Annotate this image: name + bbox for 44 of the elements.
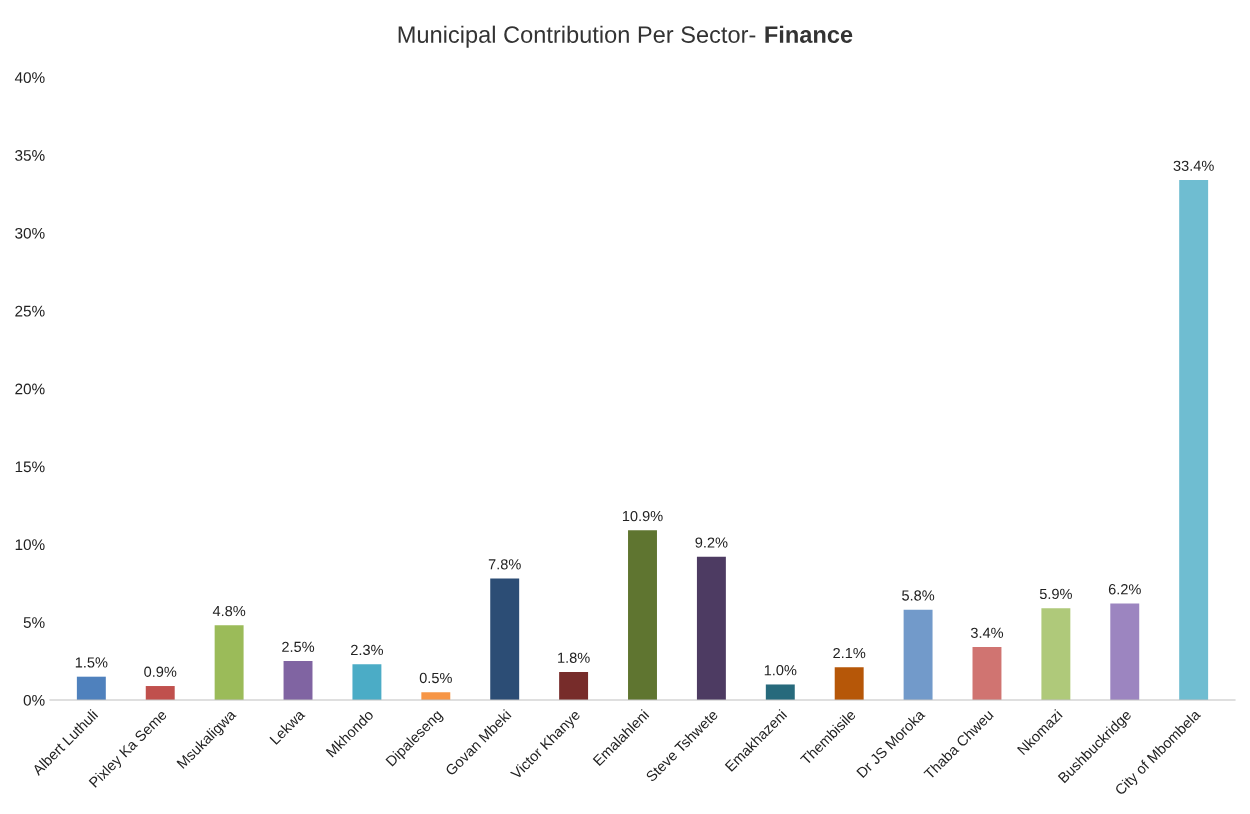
data-label: 5.8% (902, 590, 935, 601)
data-label: 1.8% (558, 652, 590, 663)
bar (421, 692, 451, 701)
bar (903, 609, 933, 701)
bar (1179, 180, 1209, 701)
data-label: 1.0% (764, 665, 797, 676)
data-label: 2.5% (282, 641, 315, 653)
data-label: 2.1% (833, 647, 866, 659)
y-tick-label: 15% (15, 461, 45, 473)
bar (76, 676, 106, 701)
bar (1041, 608, 1071, 701)
data-label: 1.5% (75, 657, 108, 668)
y-tick-label: 0% (23, 694, 45, 706)
bar (490, 578, 520, 701)
bar (696, 556, 726, 701)
data-label: 7.8% (488, 559, 521, 570)
bar (628, 530, 657, 701)
data-label: 10.9% (622, 510, 663, 522)
bar (972, 647, 1002, 701)
y-tick-label: 10% (15, 539, 45, 551)
bar (283, 661, 313, 701)
data-label: 9.2% (695, 537, 728, 548)
bar (1110, 603, 1140, 701)
bar (559, 672, 589, 701)
bar (834, 667, 864, 701)
data-label: 0.9% (144, 666, 177, 677)
y-tick-label: 5% (23, 617, 45, 628)
data-label: 6.2% (1108, 584, 1141, 595)
y-tick-label: 25% (15, 305, 45, 317)
data-label: 33.4% (1173, 160, 1214, 171)
y-tick-label: 35% (15, 150, 45, 161)
bar (352, 664, 382, 701)
data-label: 2.3% (351, 644, 384, 656)
data-label: 0.5% (419, 672, 452, 684)
y-tick-label: 30% (15, 227, 45, 239)
bar (214, 625, 244, 701)
chart-title: Municipal Contribution Per Sector- Finance (398, 25, 853, 48)
y-tick-label: 40% (14, 72, 45, 84)
data-label: 3.4% (970, 627, 1004, 638)
y-tick-label: 20% (15, 383, 45, 395)
bar (145, 686, 175, 701)
bar (765, 684, 795, 701)
data-label: 5.9% (1039, 588, 1072, 600)
data-label: 4.8% (212, 605, 246, 617)
